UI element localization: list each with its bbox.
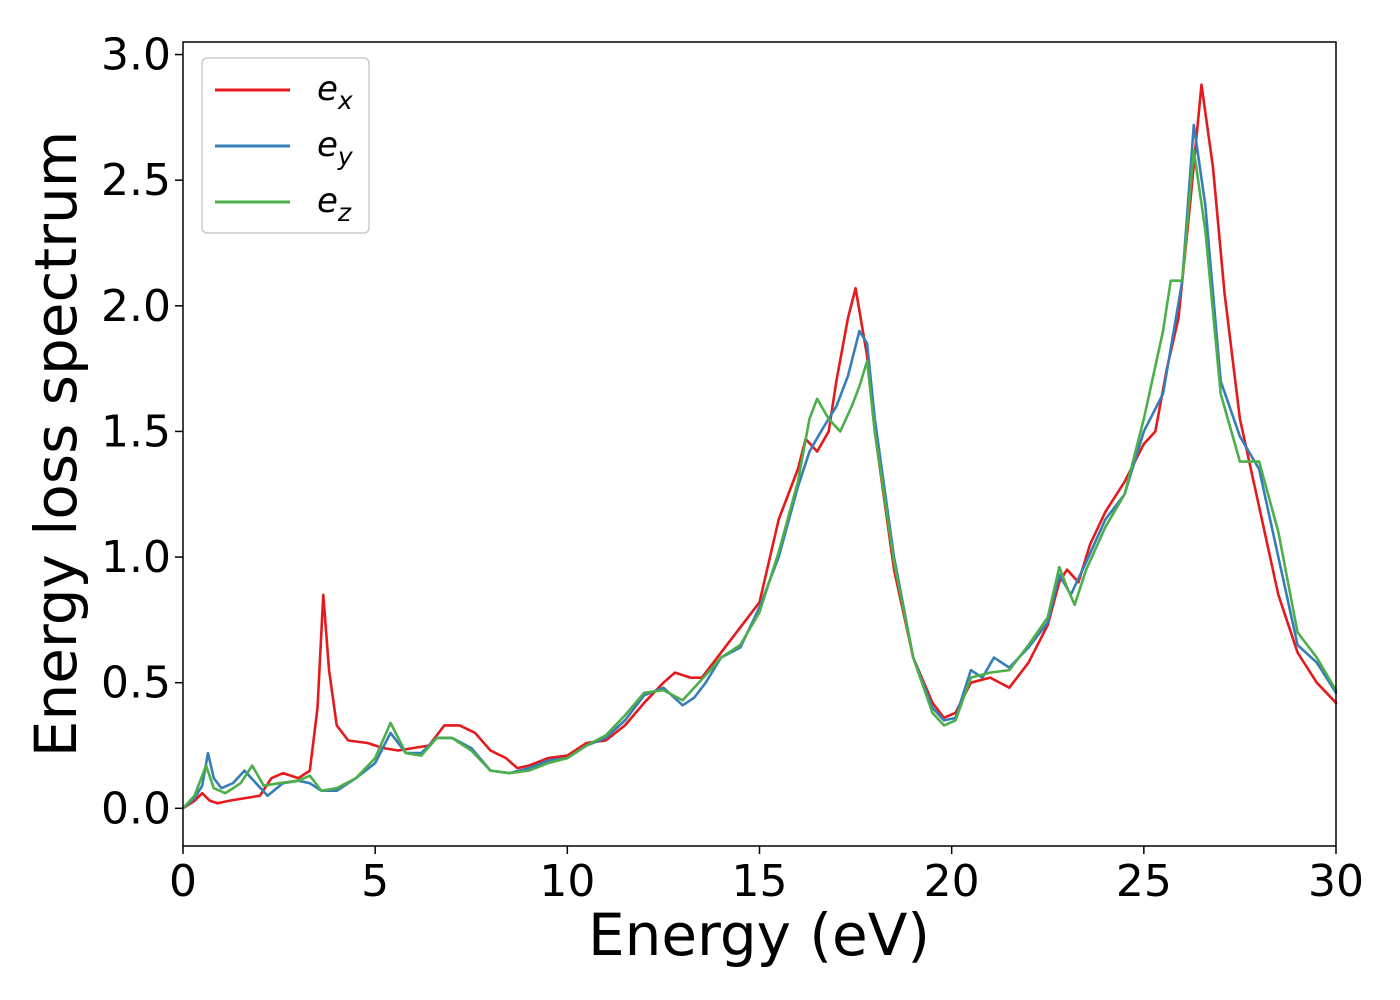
y-tick-label: 0.5 <box>101 658 171 709</box>
y-tick-label: 1.5 <box>101 406 171 457</box>
legend: ex ey ez <box>201 57 370 234</box>
legend-label-z: ez <box>317 181 352 227</box>
y-tick-label: 1.0 <box>101 532 171 583</box>
legend-label-y: ey <box>317 125 354 171</box>
x-tick-label: 15 <box>732 856 788 907</box>
y-tick-label: 0.0 <box>101 783 171 834</box>
series-layer <box>181 83 1338 810</box>
x-tick-label: 30 <box>1308 856 1364 907</box>
series-line-z <box>181 148 1338 810</box>
x-tick-label: 20 <box>924 856 980 907</box>
x-tick-label: 25 <box>1116 856 1172 907</box>
x-tick-label: 0 <box>169 856 197 907</box>
x-tick-label: 10 <box>539 856 595 907</box>
y-axis: 0.0 0.5 1.0 1.5 2.0 2.5 3.0 <box>101 30 183 834</box>
y-tick-label: 2.0 <box>101 281 171 332</box>
legend-label-x: ex <box>317 69 353 115</box>
x-axis-title: Energy (eV) <box>588 901 930 969</box>
x-tick-label: 5 <box>361 856 389 907</box>
y-axis-title: Energy loss spectrum <box>22 131 90 757</box>
y-tick-label: 2.5 <box>101 155 171 206</box>
x-axis: 0 5 10 15 20 25 30 <box>169 846 1364 907</box>
y-tick-label: 3.0 <box>101 30 171 81</box>
